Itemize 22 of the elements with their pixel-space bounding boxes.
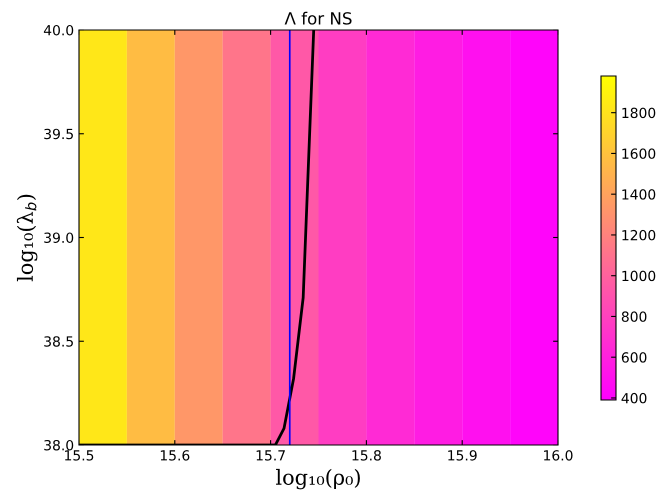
color-bar-label: 600 <box>622 352 646 363</box>
chart-title: Λ for NS <box>284 12 352 25</box>
color-bar-label: 800 <box>622 311 646 322</box>
y-axis-title: log₁₀(λ$_{b}$) <box>16 194 38 282</box>
x-tick-label: 15.6 <box>160 450 190 461</box>
y-tick-label: 38.0 <box>44 440 74 450</box>
y-tick-label: 38.5 <box>44 336 73 347</box>
x-tick-label: 15.9 <box>448 450 477 461</box>
x-tick-label: 15.5 <box>65 450 94 461</box>
x-axis-title: log₁₀(ρ₀) <box>276 468 360 490</box>
y-tick-label: 39.0 <box>44 232 74 243</box>
y-tick-label: 40.0 <box>44 24 74 36</box>
color-bar-label: 1800 <box>622 108 656 118</box>
color-bar-label: 400 <box>622 392 646 404</box>
color-bar-label: 1000 <box>622 270 656 282</box>
x-tick-label: 15.8 <box>352 450 381 461</box>
color-bar-label: 1200 <box>622 230 656 240</box>
y-tick-label: 39.5 <box>44 128 73 140</box>
color-bar-label: 1400 <box>622 189 656 200</box>
x-tick-label: 16.0 <box>544 450 573 461</box>
x-tick-label: 15.7 <box>256 450 285 461</box>
color-bar-label: 1600 <box>622 148 656 159</box>
